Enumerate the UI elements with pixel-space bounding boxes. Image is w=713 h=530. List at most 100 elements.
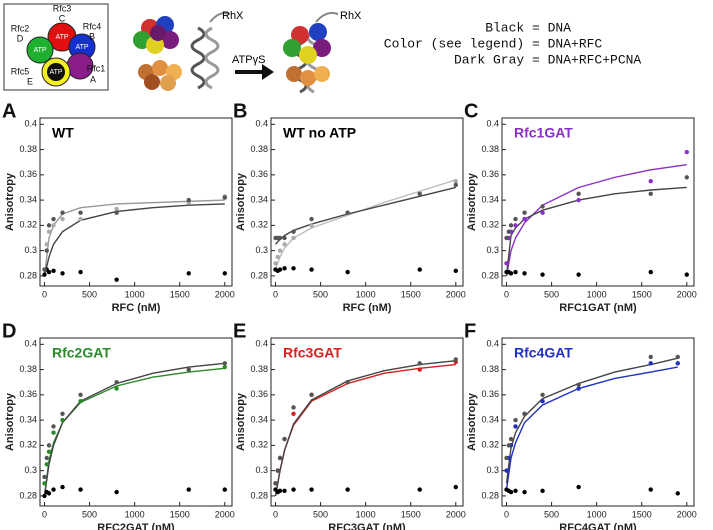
data-point (648, 361, 653, 366)
data-point (453, 484, 458, 490)
x-tick-label: 2000 (215, 289, 235, 299)
data-point (540, 204, 545, 209)
y-axis-label: Anisotropy (235, 172, 247, 231)
y-tick-label: 0.4 (24, 339, 37, 349)
data-point (417, 361, 422, 366)
y-tick-label: 0.28 (481, 270, 499, 280)
subunit-label: Rfc2 (11, 23, 30, 33)
data-point (222, 487, 227, 492)
data-point (513, 417, 518, 423)
panel-title: Rfc2GAT (52, 345, 111, 361)
subunit-label: Rfc3 (53, 3, 72, 13)
data-point (282, 488, 287, 494)
x-tick-label: 500 (82, 509, 97, 519)
legend-line: Black = DNA (485, 20, 571, 35)
data-point (309, 216, 314, 222)
panel-letter: E (233, 320, 246, 342)
data-point (46, 491, 52, 496)
data-point (453, 182, 458, 188)
data-point (114, 210, 119, 215)
data-point (51, 430, 56, 435)
data-point (675, 361, 680, 366)
data-point (540, 210, 545, 215)
data-point (522, 216, 527, 222)
data-point (60, 271, 65, 276)
data-point (540, 398, 545, 404)
data-point (60, 484, 65, 490)
x-tick-label: 2000 (677, 509, 697, 519)
data-point (417, 367, 422, 372)
x-tick-label: 1500 (401, 289, 421, 299)
y-axis-label: Anisotropy (466, 172, 478, 231)
data-point (51, 268, 56, 274)
x-tick-label: 2000 (677, 289, 697, 299)
data-point (277, 455, 283, 461)
data-point (576, 484, 581, 490)
data-point (648, 191, 653, 196)
y-tick-label: 0.34 (19, 194, 37, 204)
data-point (42, 493, 47, 499)
dye-label: RhX (222, 10, 244, 22)
data-point (508, 489, 514, 495)
panel-letter: B (233, 100, 247, 122)
fit-curve (274, 360, 456, 497)
y-tick-label: 0.36 (250, 389, 268, 399)
x-tick-label: 1000 (587, 509, 607, 519)
panel-letter: C (464, 100, 478, 122)
data-point (277, 267, 283, 272)
data-point (576, 386, 581, 391)
y-tick-label: 0.34 (19, 414, 37, 424)
data-point (44, 242, 49, 247)
legend-line: Dark Gray = DNA+RFC+PCNA (454, 52, 641, 67)
y-tick-label: 0.28 (19, 270, 37, 280)
data-point (345, 380, 350, 385)
y-tick-label: 0.4 (24, 119, 37, 129)
fit-curve (274, 179, 456, 270)
data-point (44, 455, 49, 461)
y-tick-label: 0.32 (19, 220, 37, 230)
data-point (684, 175, 689, 180)
data-point (78, 210, 83, 215)
data-point (222, 195, 227, 200)
data-point (42, 481, 47, 486)
x-tick-label: 1000 (356, 509, 376, 519)
y-tick-label: 0.3 (486, 245, 499, 255)
x-tick-label: 1000 (356, 289, 376, 299)
data-point (540, 272, 545, 277)
x-tick-label: 1000 (125, 509, 145, 519)
data-point (291, 266, 296, 271)
panel-letter: F (464, 320, 476, 342)
data-point (275, 468, 280, 473)
subunit-label: Rfc5 (11, 66, 30, 76)
fit-curve (274, 363, 456, 497)
data-point (282, 436, 287, 442)
data-point (504, 468, 509, 473)
atp-label: ATP (55, 34, 68, 41)
panel-title: Rfc1GAT (514, 125, 573, 141)
nucleotide-label: ATPγS (232, 54, 265, 66)
data-point (291, 235, 296, 241)
y-tick-label: 0.32 (481, 440, 499, 450)
plot-area (39, 117, 233, 287)
data-point (277, 488, 283, 494)
atp-label: ATP (33, 47, 46, 54)
data-point (46, 443, 52, 448)
y-tick-label: 0.4 (255, 119, 268, 129)
y-tick-label: 0.4 (486, 119, 499, 129)
data-point (51, 216, 56, 222)
x-axis-label: RFC2GAT (nM) (97, 522, 175, 530)
data-point (309, 223, 314, 228)
data-point (51, 424, 56, 429)
data-point (576, 191, 581, 196)
x-tick-label: 0 (504, 509, 509, 519)
subunit-letter: B (89, 31, 95, 41)
y-tick-label: 0.28 (481, 490, 499, 500)
x-tick-label: 500 (544, 509, 559, 519)
fit-curve (43, 367, 225, 496)
y-tick-label: 0.32 (19, 440, 37, 450)
data-point (46, 269, 52, 275)
data-point (114, 206, 119, 212)
panel-title: Rfc4GAT (514, 345, 573, 361)
data-point (684, 272, 689, 277)
data-point (114, 386, 119, 391)
